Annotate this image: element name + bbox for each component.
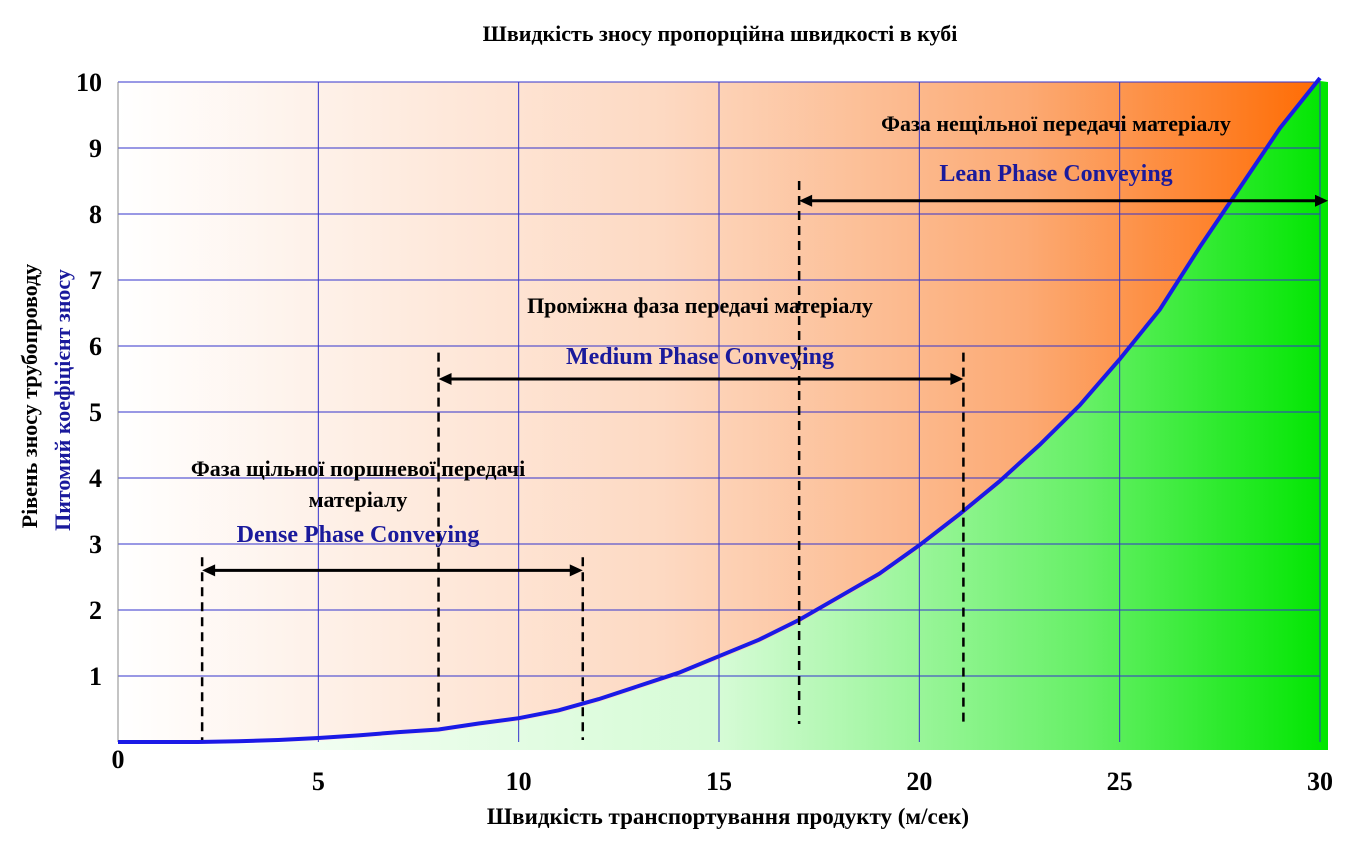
phase-2-label-uk-line-1: Проміжна фаза передачі матеріалу	[527, 293, 873, 318]
y-tick-label-3: 3	[89, 530, 102, 559]
phase-1-label-en: Dense Phase Conveying	[237, 522, 480, 548]
y-tick-label-9: 9	[89, 134, 102, 163]
y-tick-label-10: 10	[76, 68, 102, 97]
phase-3: Фаза нещільної передачі матеріалу Lean Ph…	[797, 111, 1329, 724]
phase-1-label-uk-line-2: матеріалу	[309, 487, 408, 512]
grid	[117, 81, 1321, 742]
y-tick-label-1: 1	[89, 662, 102, 691]
phase-3-arrowhead-right	[1315, 194, 1329, 207]
wear-curve	[118, 76, 1322, 744]
axis-ticks: 0 5 10 15 20 25 30 1 2 3 4 5 6 7 8 9 10	[76, 68, 1333, 796]
y-tick-label-8: 8	[89, 200, 102, 229]
x-tick-label-10: 10	[506, 767, 532, 796]
y-tick-label-2: 2	[89, 596, 102, 625]
y-tick-label-4: 4	[89, 464, 102, 493]
x-tick-label-20: 20	[906, 767, 932, 796]
phase-3-arrowhead-left	[799, 194, 813, 207]
phase-annotations: Фаза щільної поршневої передачі матеріалу…	[191, 111, 1329, 740]
x-tick-label-5: 5	[312, 767, 325, 796]
plot-area-below-curve	[118, 81, 1328, 750]
y-tick-label-6: 6	[89, 332, 102, 361]
y-tick-label-7: 7	[89, 266, 102, 295]
phase-1-label-uk-line-1: Фаза щільної поршневої передачі	[191, 456, 525, 481]
phase-2-arrowhead-right	[950, 373, 964, 385]
x-tick-label-0: 0	[112, 745, 125, 774]
y-axis-label-line-2: Питомий коефіцієнт зносу	[50, 269, 75, 531]
y-axis-label-line-1: Рівень зносу трубопроводу	[17, 264, 42, 529]
phase-3-label-uk-line-1: Фаза нещільної передачі матеріалу	[881, 111, 1231, 136]
chart-title: Швидкість зносу пропорційна швидкості в …	[483, 21, 958, 46]
y-tick-label-5: 5	[89, 398, 102, 427]
phase-1-arrowhead-left	[202, 564, 216, 577]
phase-2-label-en: Medium Phase Conveying	[566, 344, 834, 370]
x-axis-label: Швидкість транспортування продукту (м/се…	[487, 804, 969, 829]
phase-1-arrowhead-right	[569, 564, 583, 577]
phase-2-arrowhead-left	[438, 373, 452, 385]
phase-1: Фаза щільної поршневої передачі матеріалу…	[191, 456, 585, 740]
phase-3-label-en: Lean Phase Conveying	[939, 161, 1172, 187]
phase-2: Проміжна фаза передачі матеріалу Medium P…	[437, 293, 965, 724]
x-tick-label-25: 25	[1107, 767, 1133, 796]
x-tick-label-15: 15	[706, 767, 732, 796]
x-tick-label-30: 30	[1307, 767, 1333, 796]
